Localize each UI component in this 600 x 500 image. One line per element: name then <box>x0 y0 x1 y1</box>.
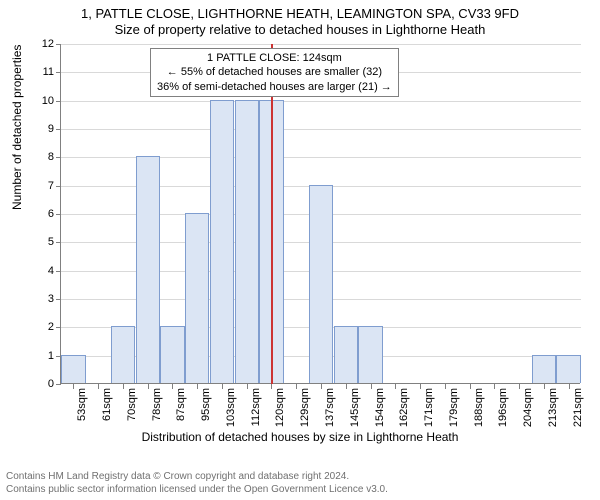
xtick-label: 120sqm <box>274 388 286 427</box>
title-address: 1, PATTLE CLOSE, LIGHTHORNE HEATH, LEAMI… <box>0 0 600 21</box>
ytick-label: 4 <box>24 265 54 277</box>
xtick-mark <box>395 384 396 389</box>
annotation-line3: 36% of semi-detached houses are larger (… <box>157 80 392 94</box>
ytick-label: 5 <box>24 236 54 248</box>
histogram-bar <box>358 326 382 383</box>
xtick-label: 129sqm <box>299 388 311 427</box>
ytick-mark <box>56 44 61 45</box>
gridline-h <box>61 101 581 102</box>
xtick-label: 171sqm <box>423 388 435 427</box>
histogram-bar <box>111 326 135 383</box>
ytick-mark <box>56 271 61 272</box>
title-subtitle: Size of property relative to detached ho… <box>0 21 600 37</box>
xtick-label: 137sqm <box>324 388 336 427</box>
annotation-box: 1 PATTLE CLOSE: 124sqm ← 55% of detached… <box>150 48 399 97</box>
xtick-mark <box>98 384 99 389</box>
xtick-label: 221sqm <box>572 388 584 427</box>
ytick-mark <box>56 72 61 73</box>
ytick-label: 6 <box>24 208 54 220</box>
chart-container: 1, PATTLE CLOSE, LIGHTHORNE HEATH, LEAMI… <box>0 0 600 500</box>
ytick-mark <box>56 384 61 385</box>
xtick-mark <box>148 384 149 389</box>
gridline-h <box>61 129 581 130</box>
ytick-mark <box>56 214 61 215</box>
xtick-mark <box>222 384 223 389</box>
xtick-mark <box>197 384 198 389</box>
xtick-mark <box>346 384 347 389</box>
y-axis-label: Number of detached properties <box>10 45 24 210</box>
xtick-label: 53sqm <box>76 388 88 421</box>
xtick-label: 154sqm <box>374 388 386 427</box>
xtick-label: 188sqm <box>473 388 485 427</box>
histogram-bar <box>185 213 209 383</box>
xtick-label: 103sqm <box>225 388 237 427</box>
xtick-mark <box>494 384 495 389</box>
xtick-label: 70sqm <box>126 388 138 421</box>
xtick-mark <box>247 384 248 389</box>
ytick-label: 8 <box>24 151 54 163</box>
ytick-mark <box>56 186 61 187</box>
ytick-label: 9 <box>24 123 54 135</box>
ytick-label: 3 <box>24 293 54 305</box>
gridline-h <box>61 44 581 45</box>
xtick-label: 213sqm <box>547 388 559 427</box>
xtick-label: 95sqm <box>200 388 212 421</box>
xtick-mark <box>519 384 520 389</box>
xtick-mark <box>296 384 297 389</box>
histogram-bar <box>160 326 184 383</box>
x-axis-label: Distribution of detached houses by size … <box>0 430 600 444</box>
ytick-mark <box>56 157 61 158</box>
xtick-label: 61sqm <box>101 388 113 421</box>
ytick-mark <box>56 327 61 328</box>
xtick-label: 78sqm <box>151 388 163 421</box>
footer-line1: Contains HM Land Registry data © Crown c… <box>6 471 388 484</box>
annotation-line1: 1 PATTLE CLOSE: 124sqm <box>157 51 392 65</box>
xtick-mark <box>73 384 74 389</box>
histogram-bar <box>309 185 333 383</box>
histogram-bar <box>235 100 259 383</box>
xtick-mark <box>123 384 124 389</box>
plot-area: 1 PATTLE CLOSE: 124sqm ← 55% of detached… <box>60 44 580 384</box>
xtick-label: 162sqm <box>398 388 410 427</box>
ytick-label: 7 <box>24 180 54 192</box>
xtick-label: 204sqm <box>522 388 534 427</box>
ytick-label: 1 <box>24 350 54 362</box>
xtick-mark <box>544 384 545 389</box>
xtick-label: 145sqm <box>349 388 361 427</box>
ytick-label: 0 <box>24 378 54 390</box>
ytick-label: 10 <box>24 95 54 107</box>
ytick-mark <box>56 101 61 102</box>
histogram-bar <box>136 156 160 383</box>
annotation-line2: ← 55% of detached houses are smaller (32… <box>157 65 392 79</box>
footer-line2: Contains public sector information licen… <box>6 484 388 497</box>
ytick-label: 11 <box>24 66 54 78</box>
histogram-bar <box>334 326 358 383</box>
ytick-mark <box>56 242 61 243</box>
histogram-bar <box>210 100 234 383</box>
xtick-label: 196sqm <box>497 388 509 427</box>
xtick-mark <box>321 384 322 389</box>
xtick-mark <box>445 384 446 389</box>
xtick-label: 179sqm <box>448 388 460 427</box>
xtick-mark <box>569 384 570 389</box>
xtick-mark <box>271 384 272 389</box>
histogram-bar <box>61 355 85 383</box>
xtick-mark <box>420 384 421 389</box>
xtick-mark <box>371 384 372 389</box>
ytick-mark <box>56 299 61 300</box>
histogram-bar <box>556 355 580 383</box>
histogram-bar <box>532 355 556 383</box>
ytick-label: 2 <box>24 321 54 333</box>
xtick-label: 87sqm <box>175 388 187 421</box>
xtick-label: 112sqm <box>250 388 262 426</box>
ytick-mark <box>56 129 61 130</box>
xtick-mark <box>470 384 471 389</box>
xtick-mark <box>172 384 173 389</box>
footer-attribution: Contains HM Land Registry data © Crown c… <box>6 471 388 496</box>
ytick-label: 12 <box>24 38 54 50</box>
